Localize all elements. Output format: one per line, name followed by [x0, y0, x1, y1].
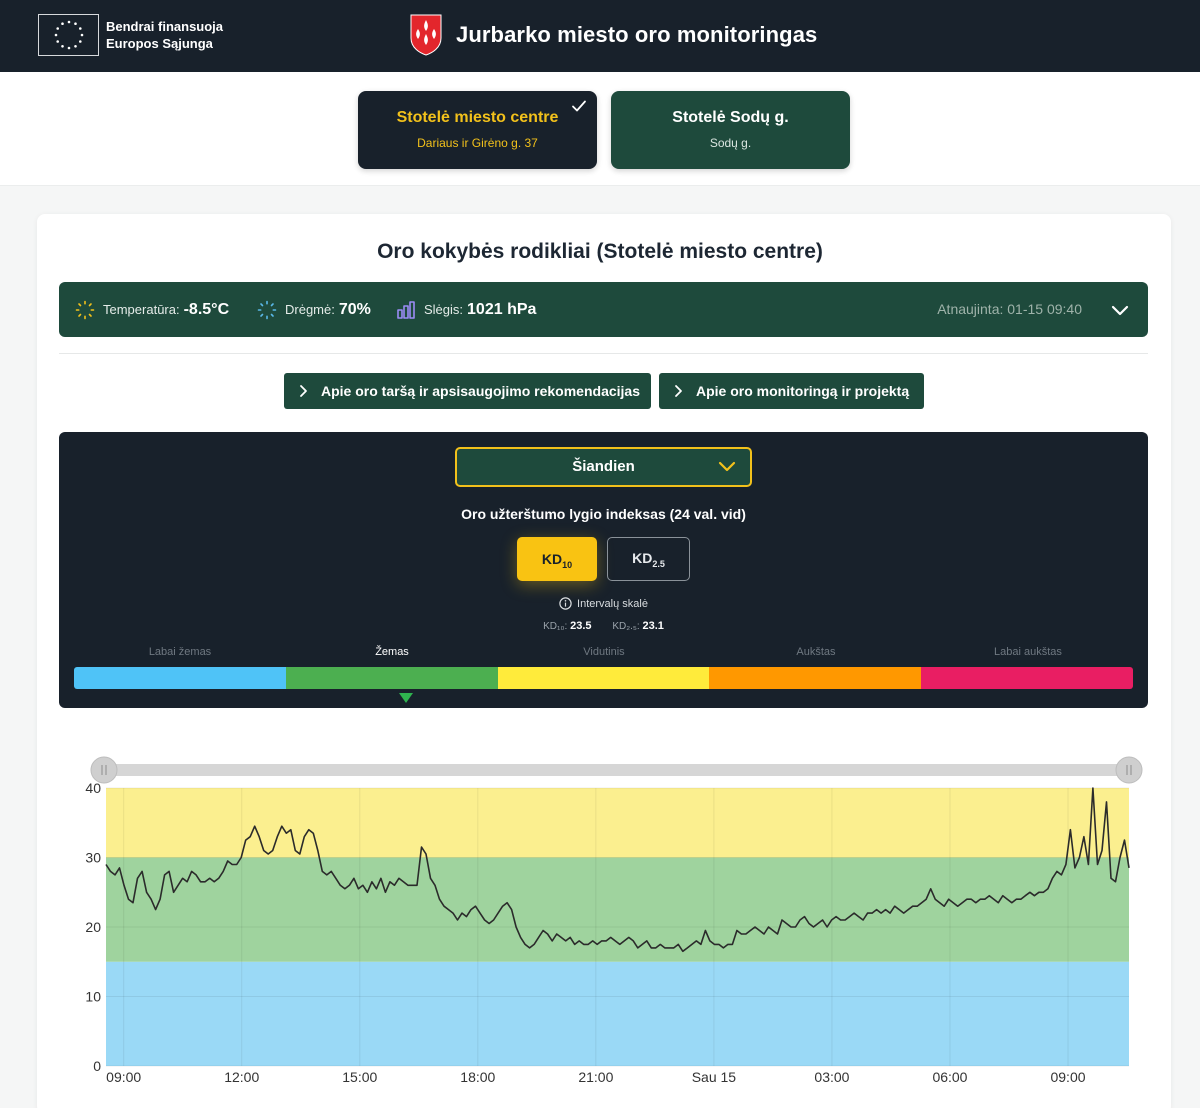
level-label-low: Žemas	[375, 646, 409, 658]
eu-flag-icon	[38, 14, 99, 56]
level-label-very-high: Labai aukštas	[994, 646, 1062, 658]
city-crest-icon	[410, 14, 442, 56]
x-tick-label: 15:00	[342, 1069, 377, 1085]
pm10-series-line	[105, 787, 1130, 953]
x-tick-label: Sau 15	[692, 1069, 737, 1085]
pressure-item: Slėgis: 1021 hPa	[396, 282, 536, 337]
temperature-label: Temperatūra:	[103, 302, 180, 317]
level-segment-very-high	[921, 667, 1133, 689]
pm25-reading-value: 23.1	[642, 620, 664, 632]
interval-scale-link[interactable]: Intervalų skalė	[59, 597, 1148, 610]
temperature-item: Temperatūra: -8.5°C	[75, 282, 229, 337]
x-tick-label: 18:00	[460, 1069, 495, 1085]
index-title: Oro užterštumo lygio indeksas (24 val. v…	[461, 506, 746, 522]
card-title: Oro kokybės rodikliai (Stotelė miesto ce…	[377, 240, 823, 263]
station-card-sodu[interactable]: Stotelė Sodų g. Sodų g.	[611, 91, 850, 169]
pm25-label: KD	[632, 550, 653, 566]
station-selector: Stotelė miesto centre Dariaus ir Girėno …	[0, 72, 1200, 186]
level-scale-bar	[74, 667, 1133, 689]
pm10-reading-label: KD₁₀:	[543, 621, 568, 632]
site-title: Jurbarko miesto oro monitoringas	[456, 22, 818, 47]
info-icon	[559, 597, 572, 610]
x-tick-label: 03:00	[814, 1069, 849, 1085]
level-label-very-low: Labai žemas	[148, 646, 212, 658]
x-tick-label: 09:00	[106, 1069, 141, 1085]
chart-band-2	[106, 788, 1129, 858]
sun-icon	[75, 300, 95, 319]
level-label-high: Aukštas	[796, 646, 836, 658]
station-address: Sodų g.	[709, 136, 752, 150]
pm25-button[interactable]: KD2.5	[607, 537, 690, 581]
pm10-button[interactable]: KD10	[517, 537, 597, 581]
pollution-info-button[interactable]: Apie oro taršą ir apsisaugojimo rekomend…	[284, 373, 651, 409]
x-tick-label: 12:00	[224, 1069, 259, 1085]
updated-time: Atnaujinta: 01-15 09:40	[937, 301, 1082, 317]
humidity-value: 70%	[338, 300, 371, 318]
top-header: Bendrai finansuoja Europos Sąjunga Jurba…	[0, 0, 1200, 72]
station-name: Stotelė Sodų g.	[672, 109, 789, 126]
period-select[interactable]: Šiandien	[455, 447, 752, 487]
check-icon	[572, 100, 586, 112]
pm-history-chart[interactable]: 0 10 20 30 40 09:00 12:00 15:00 18:00 21:00 Sau 15…	[70, 752, 1160, 1097]
temperature-value: -8.5°C	[183, 300, 230, 318]
pm25-sub: 2.5	[652, 558, 665, 569]
project-info-label: Apie oro monitoringą ir projektą	[696, 383, 910, 399]
weather-bar[interactable]: Temperatūra: -8.5°C Drėgmė: 70% Slėgis: …	[59, 282, 1148, 337]
chevron-down-icon	[718, 461, 736, 472]
y-tick-label: 10	[85, 989, 101, 1005]
chart-svg: 0 10 20 30 40 09:00 12:00 15:00 18:00 21:00 Sau 15…	[85, 756, 1143, 1085]
chevron-down-icon[interactable]	[1110, 300, 1130, 320]
interval-scale-label: Intervalų skalė	[577, 597, 648, 610]
pm25-reading-label: KD₂.₅:	[612, 621, 640, 632]
range-start-handle[interactable]	[90, 756, 118, 784]
y-tick-label: 0	[93, 1058, 101, 1074]
humidity-item: Drėgmė: 70%	[257, 282, 371, 337]
x-tick-label: 06:00	[932, 1069, 967, 1085]
eu-line-2: Europos Sąjunga	[106, 36, 213, 51]
level-segment-low	[285, 667, 498, 689]
level-segment-medium	[497, 667, 710, 689]
x-tick-label: 09:00	[1050, 1069, 1085, 1085]
chart-band-1	[106, 857, 1129, 962]
level-segment-high	[709, 667, 922, 689]
station-name: Stotelė miesto centre	[396, 109, 559, 126]
level-segment-very-low	[74, 667, 286, 689]
pm10-sub: 10	[562, 559, 573, 570]
pollution-index-panel: Šiandien Oro užterštumo lygio indeksas (…	[59, 432, 1148, 708]
pm10-label: KD	[541, 551, 563, 567]
pm10-reading-value: 23.5	[570, 620, 592, 632]
current-readings: KD₁₀: 23.5 KD₂.₅: 23.1	[59, 620, 1148, 632]
y-tick-label: 40	[85, 780, 101, 796]
level-label-medium: Vidutinis	[583, 646, 625, 658]
project-info-button[interactable]: Apie oro monitoringą ir projektą	[659, 373, 924, 409]
y-tick-label: 20	[85, 919, 101, 935]
pressure-value: 1021 hPa	[467, 300, 537, 318]
current-level-marker	[399, 693, 413, 703]
humidity-icon	[257, 300, 277, 319]
station-card-centre[interactable]: Stotelė miesto centre Dariaus ir Girėno …	[358, 91, 597, 169]
pressure-label: Slėgis:	[424, 302, 464, 317]
x-tick-label: 21:00	[578, 1069, 613, 1085]
period-value: Šiandien	[572, 458, 635, 475]
eu-funding-text: Bendrai finansuoja Europos Sąjunga	[106, 18, 223, 52]
divider	[59, 353, 1148, 354]
station-address: Dariaus ir Girėno g. 37	[417, 136, 538, 150]
bar-chart-icon	[397, 300, 415, 319]
pollution-info-label: Apie oro taršą ir apsisaugojimo rekomend…	[321, 383, 640, 399]
chevron-right-icon	[300, 385, 307, 397]
chart-band-0	[106, 961, 1129, 1066]
chevron-right-icon	[675, 385, 682, 397]
y-tick-label: 30	[85, 850, 101, 866]
range-slider-track	[104, 764, 1130, 776]
range-end-handle[interactable]	[1115, 756, 1143, 784]
humidity-label: Drėgmė:	[285, 302, 335, 317]
eu-line-1: Bendrai finansuoja	[106, 19, 224, 34]
